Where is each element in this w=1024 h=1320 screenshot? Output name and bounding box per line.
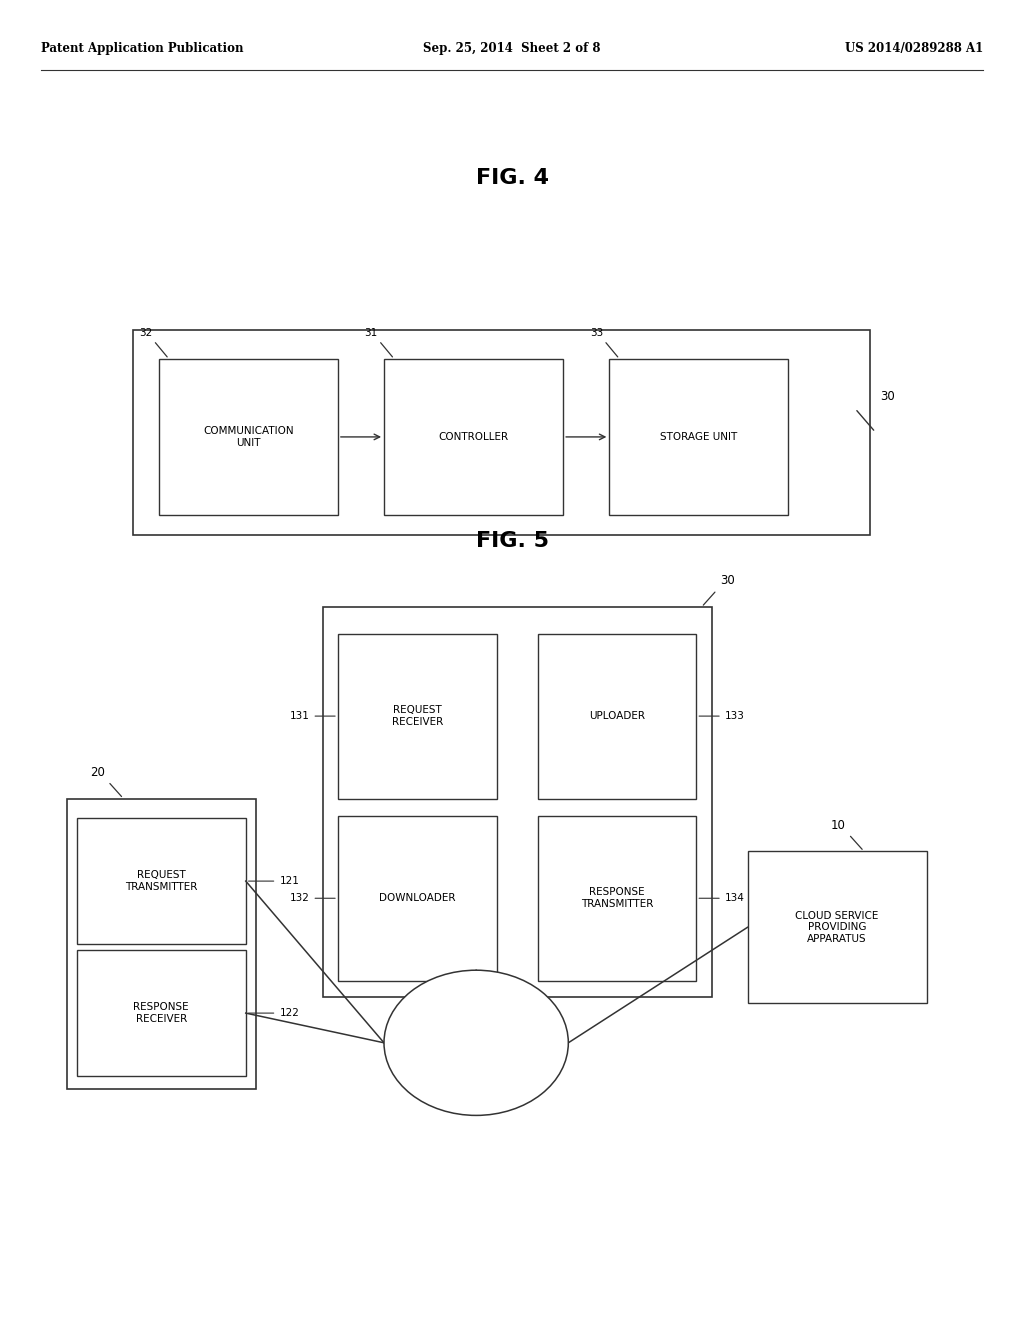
Text: FIG. 5: FIG. 5 [475,531,549,552]
Text: 20: 20 [90,766,104,779]
Text: REQUEST
TRANSMITTER: REQUEST TRANSMITTER [125,870,198,892]
Text: 134: 134 [725,894,744,903]
Text: STORAGE UNIT: STORAGE UNIT [660,432,737,442]
Text: RESPONSE
TRANSMITTER: RESPONSE TRANSMITTER [581,887,653,909]
FancyBboxPatch shape [77,818,246,944]
Text: Sep. 25, 2014  Sheet 2 of 8: Sep. 25, 2014 Sheet 2 of 8 [423,42,601,55]
Text: COMMUNICATION
UNIT: COMMUNICATION UNIT [203,426,294,447]
FancyBboxPatch shape [133,330,870,535]
FancyBboxPatch shape [159,359,338,515]
Text: CLOUD SERVICE
PROVIDING
APPARATUS: CLOUD SERVICE PROVIDING APPARATUS [796,911,879,944]
FancyBboxPatch shape [323,607,712,997]
Text: 133: 133 [725,711,744,721]
Text: 31: 31 [365,327,378,338]
FancyBboxPatch shape [77,950,246,1076]
Text: 122: 122 [280,1008,299,1018]
Text: 121: 121 [280,876,299,886]
FancyBboxPatch shape [338,634,497,799]
Text: 131: 131 [290,711,309,721]
FancyBboxPatch shape [67,799,256,1089]
FancyBboxPatch shape [538,816,696,981]
FancyBboxPatch shape [538,634,696,799]
Text: 32: 32 [139,327,153,338]
Text: 132: 132 [290,894,309,903]
Text: FIG. 4: FIG. 4 [475,168,549,189]
Text: 30: 30 [881,391,895,404]
Text: US 2014/0289288 A1: US 2014/0289288 A1 [845,42,983,55]
FancyBboxPatch shape [748,851,927,1003]
Text: CONTROLLER: CONTROLLER [438,432,509,442]
Text: DOWNLOADER: DOWNLOADER [379,894,456,903]
Text: Patent Application Publication: Patent Application Publication [41,42,244,55]
Text: 30: 30 [720,574,734,587]
FancyBboxPatch shape [384,359,563,515]
FancyBboxPatch shape [609,359,788,515]
Text: 10: 10 [830,818,846,832]
Text: REQUEST
RECEIVER: REQUEST RECEIVER [391,705,443,727]
Text: 33: 33 [590,327,603,338]
Text: RESPONSE
RECEIVER: RESPONSE RECEIVER [133,1002,189,1024]
Ellipse shape [384,970,568,1115]
FancyBboxPatch shape [338,816,497,981]
Text: UPLOADER: UPLOADER [589,711,645,721]
